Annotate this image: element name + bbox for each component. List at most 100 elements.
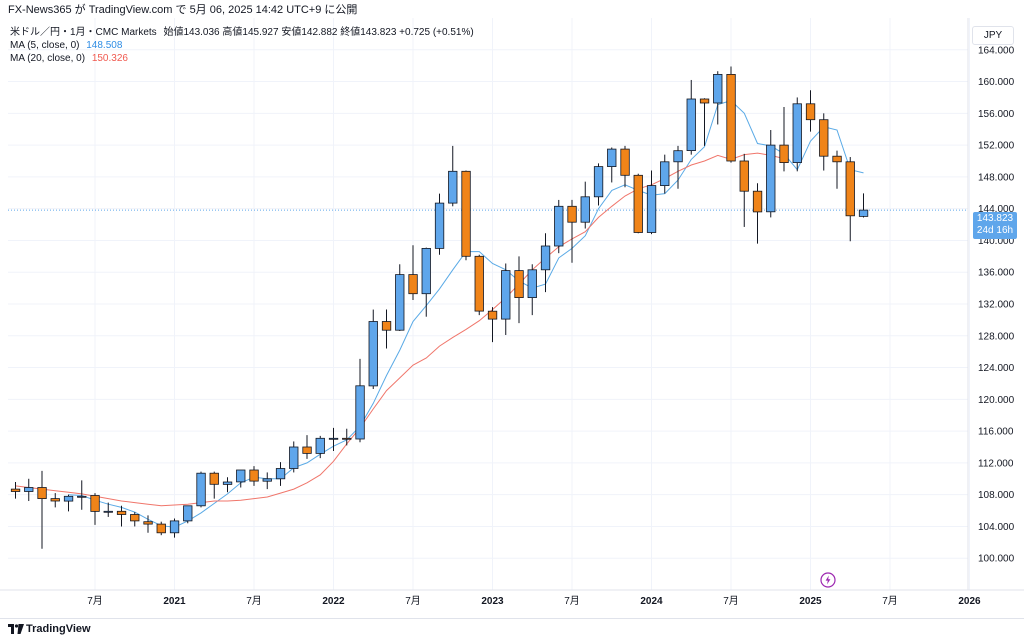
candle [421, 247, 431, 317]
candle [593, 163, 604, 206]
y-tick-label: 108.000 [978, 490, 1015, 501]
candle [222, 477, 233, 493]
x-tick-label: 2021 [163, 596, 186, 607]
legend-ma5-row[interactable]: MA (5, close, 0) 148.508 [10, 39, 122, 52]
symbol-label[interactable]: 米ドル／円・1月・CMC Markets [10, 27, 157, 38]
y-tick-label: 156.000 [978, 109, 1015, 120]
candle-body [448, 170, 458, 204]
x-tick-label: 2023 [481, 596, 504, 607]
x-tick-label: 7月 [723, 595, 739, 607]
legend-ma20-row[interactable]: MA (20, close, 0) 150.326 [10, 52, 128, 65]
candle [567, 199, 577, 263]
candle [77, 480, 87, 510]
bar-countdown: 24d 16h [976, 225, 1014, 236]
candle-body [766, 144, 776, 213]
candle-body [514, 270, 524, 299]
candle [289, 441, 299, 473]
candle-body [580, 196, 590, 223]
candle [381, 309, 392, 349]
candle-body [143, 521, 153, 525]
candle [434, 193, 445, 255]
candle [408, 245, 418, 301]
candle [395, 264, 405, 332]
candle-body [593, 166, 604, 198]
candle [620, 145, 630, 188]
footer-bar: TradingView [0, 618, 1024, 639]
candle [236, 469, 246, 488]
candle [368, 309, 378, 390]
candle [554, 199, 564, 254]
candle-body [620, 148, 630, 176]
y-tick-label: 136.000 [978, 268, 1015, 279]
candle [143, 515, 153, 533]
candle [845, 157, 855, 242]
tradingview-brand[interactable]: TradingView [26, 623, 91, 635]
candle-body [673, 150, 683, 163]
candle-body [540, 245, 551, 271]
candle-body [461, 170, 471, 257]
x-tick-label: 2024 [640, 596, 663, 607]
grid [8, 18, 970, 590]
candle-body [554, 205, 564, 247]
candles [10, 66, 869, 549]
candle-body [646, 185, 657, 233]
candle [739, 153, 749, 227]
candle-body [183, 505, 193, 522]
candle [501, 263, 511, 335]
candle-body [845, 161, 855, 217]
candle [699, 98, 710, 146]
y-tick-label: 120.000 [978, 395, 1015, 406]
candle [766, 130, 776, 218]
candle-body [474, 255, 484, 312]
candle [156, 521, 166, 536]
candle-body [275, 468, 286, 480]
currency-button[interactable]: JPY [972, 26, 1014, 45]
candle-body [315, 437, 325, 454]
candle-body [527, 269, 537, 299]
candle-body [130, 514, 140, 522]
last-price-tag: 143.823 24d 16h [973, 212, 1017, 239]
candle-body [567, 205, 577, 223]
x-tick-label: 7月 [405, 595, 421, 607]
candle-body [236, 469, 246, 483]
candle [183, 505, 193, 524]
candle [10, 481, 21, 499]
candle-body [421, 247, 431, 295]
candle [805, 90, 816, 132]
candle [686, 79, 696, 155]
candle [527, 264, 537, 316]
x-tick-label: 2026 [958, 596, 981, 607]
price-chart[interactable]: 100.000 104.000 108.000 112.000 116.000 120.0… [0, 18, 1024, 618]
lightning-icon[interactable] [820, 572, 836, 588]
candle-body [607, 148, 617, 168]
candle-body [289, 446, 299, 469]
header-bar: FX-News365 が TradingView.com で 5月 06, 20… [0, 0, 1024, 18]
candle [487, 307, 498, 343]
candle [713, 71, 723, 125]
chart-area[interactable]: 100.000 104.000 108.000 112.000 116.000 120.0… [0, 18, 1024, 618]
candle-body [169, 520, 180, 534]
candle-body [739, 160, 749, 192]
y-tick-label: 100.000 [978, 554, 1015, 565]
candle [580, 181, 590, 229]
candle [90, 493, 100, 525]
candle-body [408, 274, 418, 295]
ma5-value: 148.508 [86, 40, 123, 51]
candle-body [262, 478, 272, 482]
y-tick-label: 112.000 [978, 458, 1014, 469]
candle-body [50, 498, 60, 502]
candle-body [355, 385, 365, 440]
tradingview-logo-icon[interactable] [8, 624, 24, 634]
candle [37, 470, 47, 549]
x-tick-label: 7月 [87, 595, 103, 607]
candle [116, 505, 127, 527]
candle [130, 512, 140, 527]
x-tick-label: 7月 [882, 595, 898, 607]
candle [262, 472, 272, 490]
y-tick-label: 124.000 [978, 363, 1015, 374]
candle-body [501, 270, 511, 320]
candle [474, 254, 484, 316]
candle [461, 170, 471, 261]
candle [514, 256, 524, 324]
candle-body [63, 495, 74, 502]
